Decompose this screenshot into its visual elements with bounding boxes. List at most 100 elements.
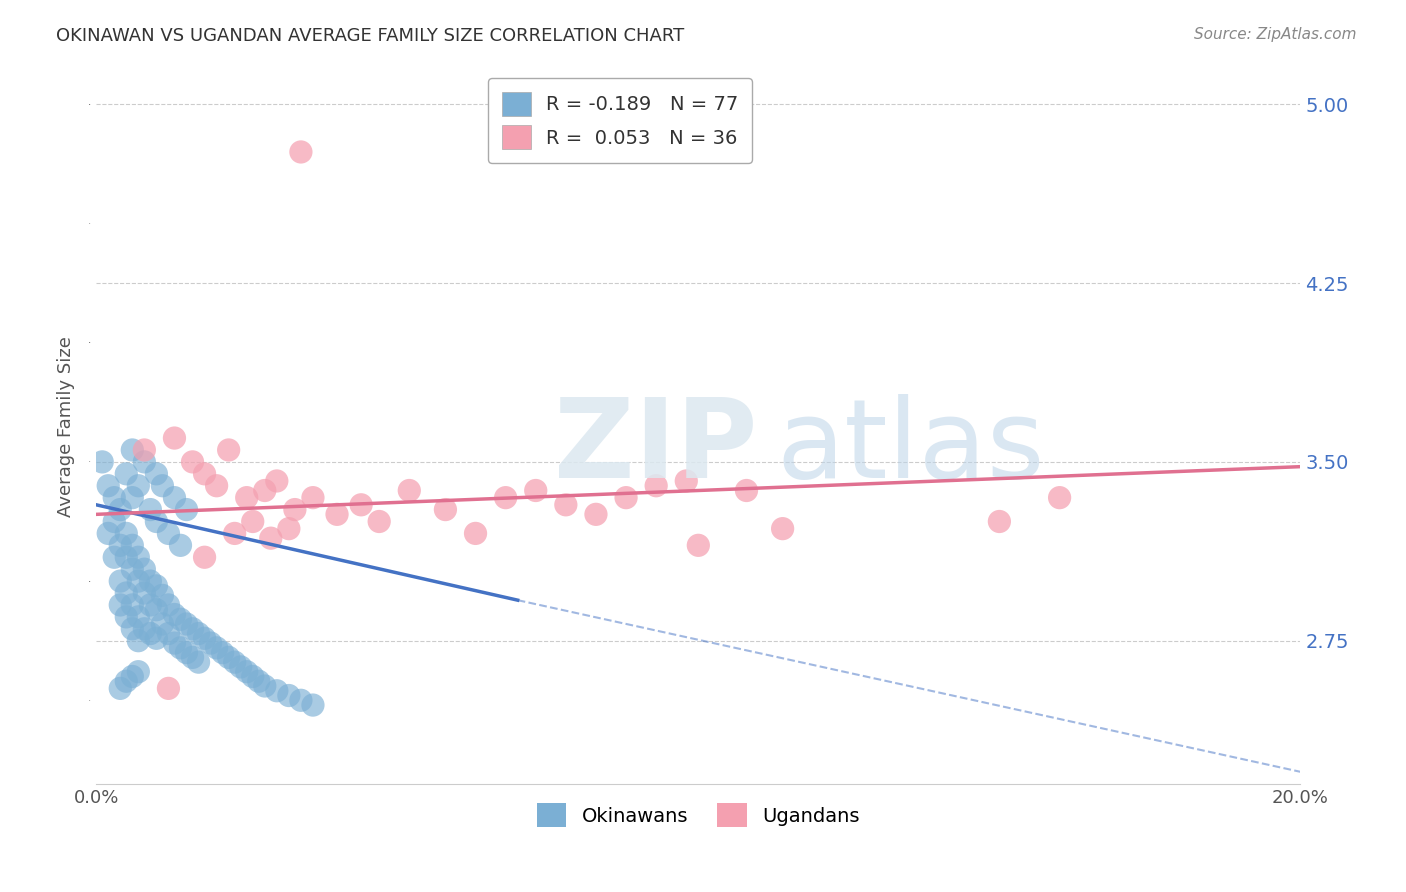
Text: ZIP: ZIP: [554, 394, 758, 501]
Point: [115, 526, 138, 541]
Point: [205, 640, 228, 655]
Point: [218, 442, 240, 457]
Point: [253, 679, 276, 693]
Point: [169, 538, 191, 552]
Point: [193, 550, 215, 565]
Point: [121, 669, 143, 683]
Point: [103, 550, 125, 565]
Point: [134, 586, 156, 600]
Point: [139, 626, 162, 640]
Point: [614, 491, 637, 505]
Text: Source: ZipAtlas.com: Source: ZipAtlas.com: [1194, 27, 1357, 42]
Point: [127, 479, 149, 493]
Point: [163, 431, 186, 445]
Point: [163, 636, 186, 650]
Point: [139, 502, 162, 516]
Point: [115, 467, 138, 481]
Point: [218, 650, 240, 665]
Point: [277, 522, 299, 536]
Point: [139, 574, 162, 588]
Point: [134, 622, 156, 636]
Y-axis label: Average Family Size: Average Family Size: [58, 335, 75, 516]
Point: [290, 145, 312, 159]
Point: [115, 586, 138, 600]
Point: [242, 515, 264, 529]
Point: [110, 574, 132, 588]
Point: [675, 474, 697, 488]
Point: [302, 698, 325, 712]
Point: [181, 455, 204, 469]
Point: [127, 550, 149, 565]
Point: [163, 607, 186, 622]
Point: [200, 636, 222, 650]
Point: [110, 598, 132, 612]
Point: [187, 655, 209, 669]
Point: [127, 633, 149, 648]
Point: [115, 674, 138, 689]
Point: [103, 491, 125, 505]
Point: [554, 498, 576, 512]
Point: [181, 650, 204, 665]
Point: [302, 491, 325, 505]
Point: [235, 665, 257, 679]
Point: [103, 515, 125, 529]
Point: [115, 610, 138, 624]
Legend: Okinawans, Ugandans: Okinawans, Ugandans: [529, 796, 868, 835]
Point: [266, 683, 288, 698]
Point: [145, 632, 167, 646]
Point: [211, 646, 233, 660]
Point: [193, 632, 215, 646]
Point: [110, 502, 132, 516]
Point: [127, 610, 149, 624]
Point: [434, 502, 457, 516]
Point: [290, 693, 312, 707]
Point: [224, 526, 246, 541]
Point: [157, 526, 180, 541]
Point: [152, 479, 174, 493]
Point: [157, 598, 180, 612]
Point: [205, 479, 228, 493]
Point: [326, 508, 349, 522]
Point: [1049, 491, 1071, 505]
Point: [260, 531, 283, 545]
Point: [772, 522, 794, 536]
Point: [121, 622, 143, 636]
Point: [145, 515, 167, 529]
Point: [152, 588, 174, 602]
Point: [253, 483, 276, 498]
Point: [242, 669, 264, 683]
Point: [163, 491, 186, 505]
Point: [157, 626, 180, 640]
Point: [350, 498, 373, 512]
Point: [157, 681, 180, 696]
Point: [121, 491, 143, 505]
Point: [464, 526, 486, 541]
Point: [127, 574, 149, 588]
Point: [235, 491, 257, 505]
Point: [176, 646, 198, 660]
Point: [110, 681, 132, 696]
Point: [145, 579, 167, 593]
Point: [266, 474, 288, 488]
Point: [229, 660, 252, 674]
Point: [277, 689, 299, 703]
Point: [152, 617, 174, 632]
Text: atlas: atlas: [776, 394, 1045, 501]
Point: [139, 598, 162, 612]
Point: [134, 455, 156, 469]
Point: [284, 502, 307, 516]
Point: [176, 617, 198, 632]
Point: [127, 665, 149, 679]
Text: OKINAWAN VS UGANDAN AVERAGE FAMILY SIZE CORRELATION CHART: OKINAWAN VS UGANDAN AVERAGE FAMILY SIZE …: [56, 27, 685, 45]
Point: [585, 508, 607, 522]
Point: [121, 442, 143, 457]
Point: [176, 502, 198, 516]
Point: [134, 562, 156, 576]
Point: [398, 483, 420, 498]
Point: [134, 442, 156, 457]
Point: [145, 603, 167, 617]
Point: [97, 479, 120, 493]
Point: [97, 526, 120, 541]
Point: [524, 483, 547, 498]
Point: [988, 515, 1011, 529]
